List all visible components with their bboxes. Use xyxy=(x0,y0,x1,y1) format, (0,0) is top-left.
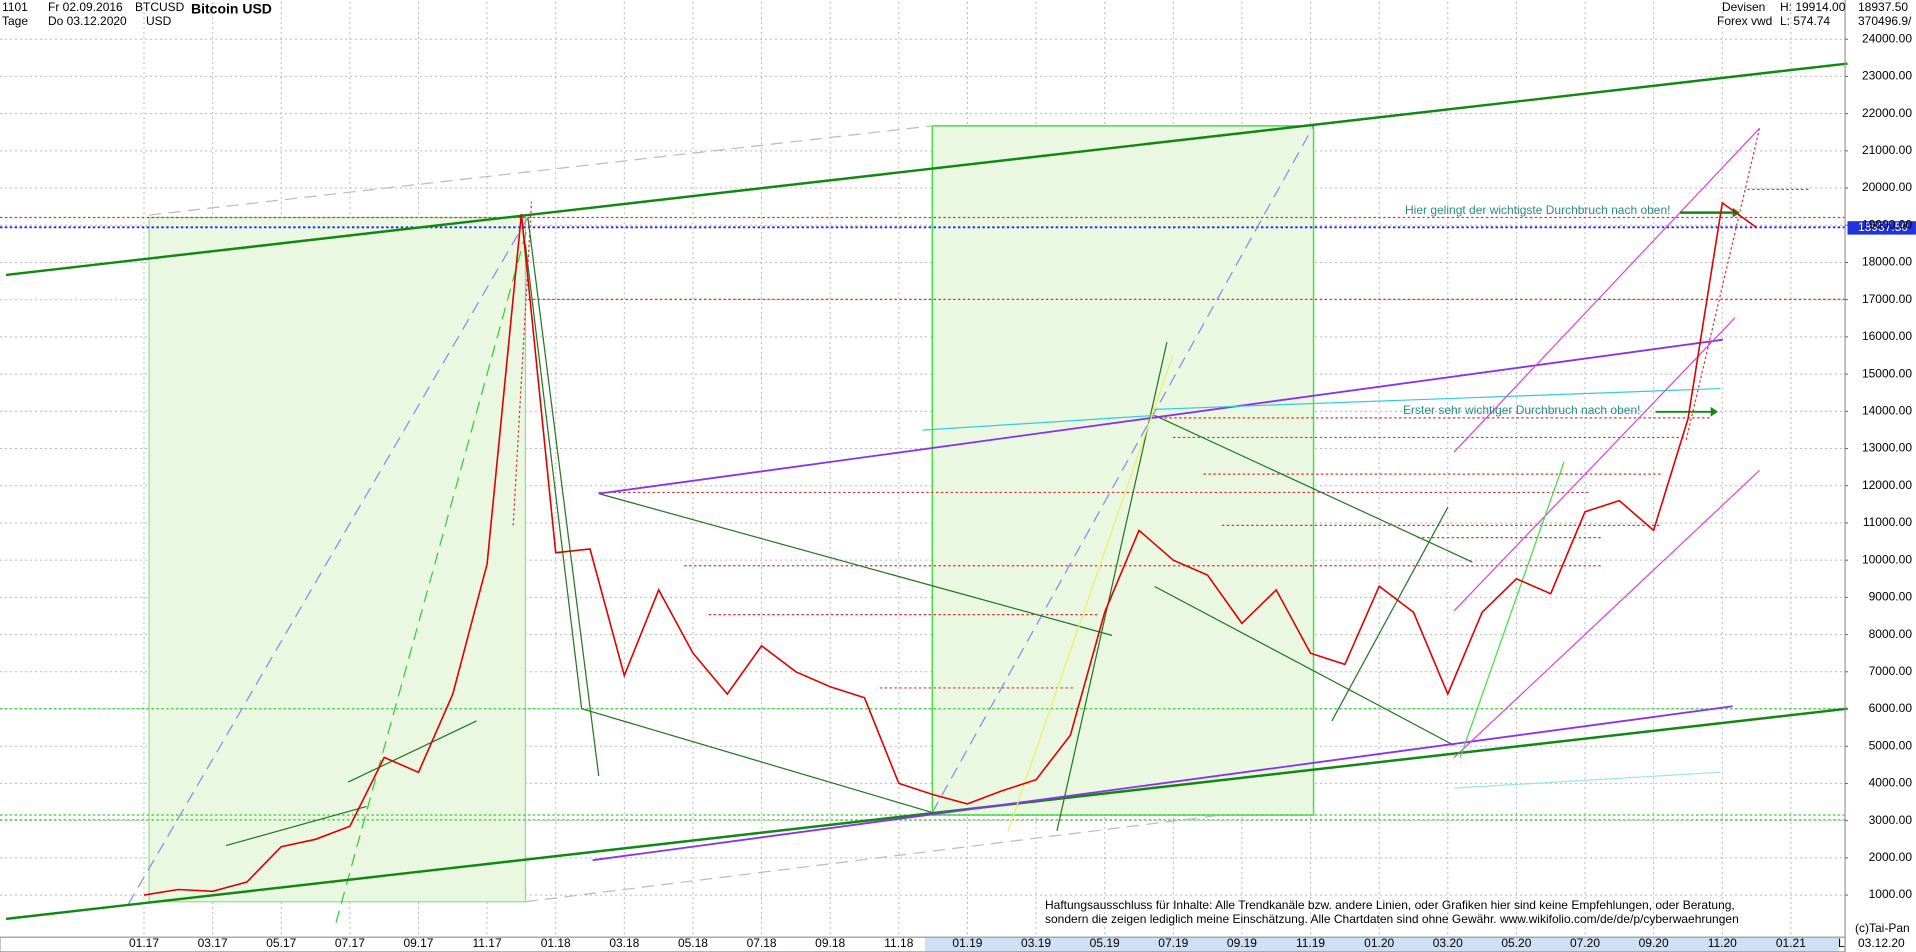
x-tick-label: 09.17 xyxy=(403,936,433,950)
header-symbol: BTCUSD xyxy=(135,0,185,14)
x-tick-label: 11.17 xyxy=(473,936,502,950)
trend xyxy=(1459,461,1565,758)
trend xyxy=(149,125,933,216)
trend xyxy=(1453,127,1760,453)
chart-title: Bitcoin USD xyxy=(191,1,272,17)
y-tick-label: 12000.00 xyxy=(1862,478,1912,492)
y-tick-label: 16000.00 xyxy=(1862,329,1912,343)
y-tick-label: 20000.00 xyxy=(1862,180,1912,194)
y-tick-label: 3000.00 xyxy=(1869,813,1913,827)
axis-highlight xyxy=(924,937,1839,952)
x-tick-label: 07.18 xyxy=(747,936,777,950)
annotation: Hier gelingt der wichtigste Durchbruch n… xyxy=(1405,203,1670,217)
copyright: (c)Tai-Pan xyxy=(1855,921,1910,935)
x-tick-label: 07.20 xyxy=(1570,936,1600,950)
x-tick-label: 01.19 xyxy=(952,936,982,950)
y-tick-label: 5000.00 xyxy=(1869,738,1913,752)
x-tick-label: 11.18 xyxy=(884,936,913,950)
y-tick-label: 19000.00 xyxy=(1862,217,1912,231)
x-tick-label: 01.17 xyxy=(129,936,159,950)
trend-channel xyxy=(5,707,1848,921)
header-high: H: 19914.00 xyxy=(1780,0,1846,14)
trend xyxy=(592,705,1733,862)
x-tick-label: 03.20 xyxy=(1433,936,1463,950)
price-tag xyxy=(1847,221,1916,235)
y-tick-label: 2000.00 xyxy=(1869,850,1913,864)
footer-date: 03.12.20 xyxy=(1858,936,1905,950)
y-tick-label: 15000.00 xyxy=(1862,366,1912,380)
footer-scale: L xyxy=(1838,936,1845,950)
x-tick-label: 09.19 xyxy=(1227,936,1257,950)
x-tick-label: 11.20 xyxy=(1708,936,1737,950)
x-tick-label: 03.19 xyxy=(1021,936,1051,950)
trend xyxy=(1154,387,1721,410)
price-tag-label: 18937.50 xyxy=(1858,220,1908,234)
y-tick-label: 23000.00 xyxy=(1862,69,1912,83)
price-line xyxy=(143,201,1758,896)
x-tick-label: 01.20 xyxy=(1364,936,1394,950)
trend xyxy=(931,125,1315,813)
trend xyxy=(335,225,529,923)
header-last: 18937.50 xyxy=(1858,0,1908,14)
x-tick-label: 07.17 xyxy=(335,936,365,950)
y-tick-label: 14000.00 xyxy=(1862,403,1912,417)
y-tick-label: 21000.00 xyxy=(1862,143,1912,157)
x-tick-label: 05.18 xyxy=(678,936,708,950)
y-tick-label: 13000.00 xyxy=(1862,441,1912,455)
zone xyxy=(148,216,527,903)
x-tick-label: 09.20 xyxy=(1639,936,1669,950)
data xyxy=(143,201,1758,896)
x-tick-label: 05.17 xyxy=(266,936,296,950)
header-currency: USD xyxy=(146,14,172,28)
header-volume: 370496.9/ xyxy=(1858,14,1912,28)
y-tick-label: 24000.00 xyxy=(1862,31,1912,45)
header-low: L: 574.74 xyxy=(1780,14,1830,28)
annotation: Erster sehr wichtiger Durchbruch nach ob… xyxy=(1403,403,1640,417)
trend-channel xyxy=(5,62,1848,277)
disclaimer: sondern die zeigen lediglich meine Einsc… xyxy=(1045,912,1739,926)
header-period: Tage xyxy=(2,14,28,28)
y-tick-label: 4000.00 xyxy=(1869,776,1913,790)
header-source: Forex vwd xyxy=(1717,14,1772,28)
x-tick-label: 07.19 xyxy=(1158,936,1188,950)
y-tick-label: 6000.00 xyxy=(1869,701,1913,715)
x-tick-label: 03.18 xyxy=(609,936,639,950)
y-tick-label: 9000.00 xyxy=(1869,590,1913,604)
x-tick-label: 03.17 xyxy=(198,936,228,950)
x-tick-label: 05.20 xyxy=(1501,936,1531,950)
x-tick-label: 01.21 xyxy=(1776,936,1806,950)
y-tick-label: 1000.00 xyxy=(1869,887,1913,901)
x-tick-label: 09.18 xyxy=(815,936,845,950)
trend xyxy=(1454,771,1721,789)
trend xyxy=(1453,317,1736,612)
y-tick-label: 7000.00 xyxy=(1869,664,1913,678)
arrow-head xyxy=(1710,406,1718,417)
header-market: Devisen xyxy=(1722,0,1765,14)
y-tick-label: 22000.00 xyxy=(1862,106,1912,120)
disclaimer: Haftungsausschluss für Inhalte: Alle Tre… xyxy=(1045,898,1735,912)
header-id: 1101 xyxy=(2,0,28,14)
y-tick-label: 8000.00 xyxy=(1869,627,1913,641)
x-tick-label: 05.19 xyxy=(1090,936,1120,950)
header-from: Fr 02.09.2016 xyxy=(48,0,123,14)
trend xyxy=(127,217,529,905)
x-tick-label: 01.18 xyxy=(541,936,571,950)
y-tick-label: 17000.00 xyxy=(1862,292,1912,306)
trend xyxy=(922,414,1155,431)
header-to: Do 03.12.2020 xyxy=(48,14,127,28)
y-tick-label: 10000.00 xyxy=(1862,552,1912,566)
y-tick-label: 11000.00 xyxy=(1863,515,1912,529)
x-tick-label: 11.19 xyxy=(1296,936,1325,950)
trend xyxy=(1007,354,1174,832)
y-tick-label: 18000.00 xyxy=(1862,255,1912,269)
trend xyxy=(1453,469,1760,759)
